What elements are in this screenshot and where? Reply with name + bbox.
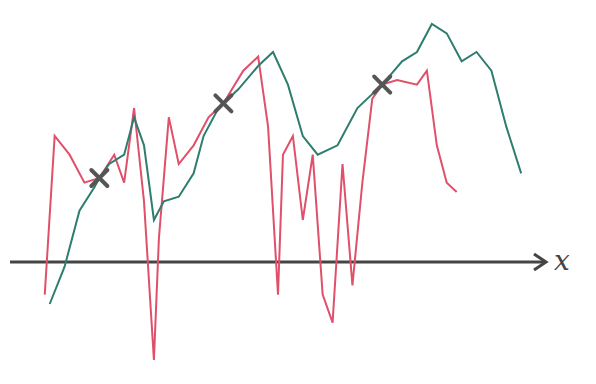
- svg-text:x: x: [554, 244, 570, 277]
